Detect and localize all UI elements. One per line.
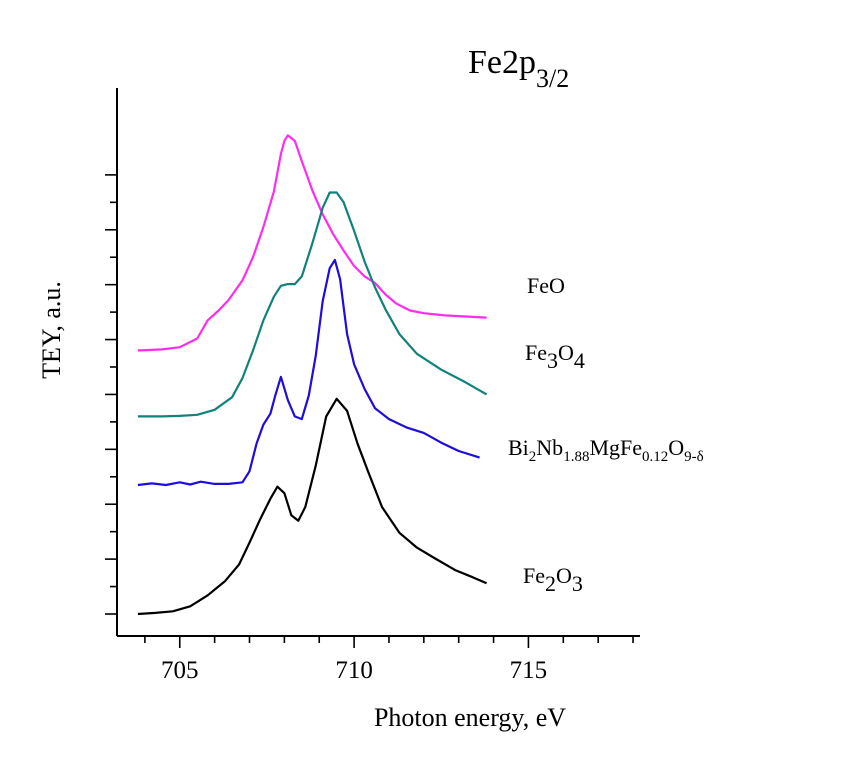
series-line-fe3o4 [137, 191, 488, 418]
chart-title-main: Fe2p [468, 44, 536, 81]
axes: 705 710 715 [105, 88, 640, 684]
series-line-feo [137, 134, 487, 352]
series-label-feo: FeO [527, 273, 565, 298]
series-line-fe2o3 [137, 397, 488, 616]
series-label-bnmfo: Bi2Nb1.88MgFe0.12O9-δ [508, 435, 704, 465]
chart-title-sub: 3/2 [536, 64, 569, 93]
y-axis-label: TEY, a.u. [37, 281, 66, 379]
series-labels: FeO Fe3O4 Bi2Nb1.88MgFe0.12O9-δ Fe2O3 [508, 273, 704, 596]
x-tick-label: 715 [510, 657, 548, 684]
series-label-fe2o3: Fe2O3 [523, 563, 583, 596]
series-label-fe3o4: Fe3O4 [525, 340, 585, 373]
series-line-bnmfo [137, 258, 480, 487]
x-tick-label: 705 [161, 657, 199, 684]
chart-title: Fe2p3/2 [468, 44, 569, 93]
x-axis-label: Photon energy, eV [374, 703, 566, 732]
series-group [137, 134, 488, 616]
x-tick-label: 710 [335, 657, 373, 684]
